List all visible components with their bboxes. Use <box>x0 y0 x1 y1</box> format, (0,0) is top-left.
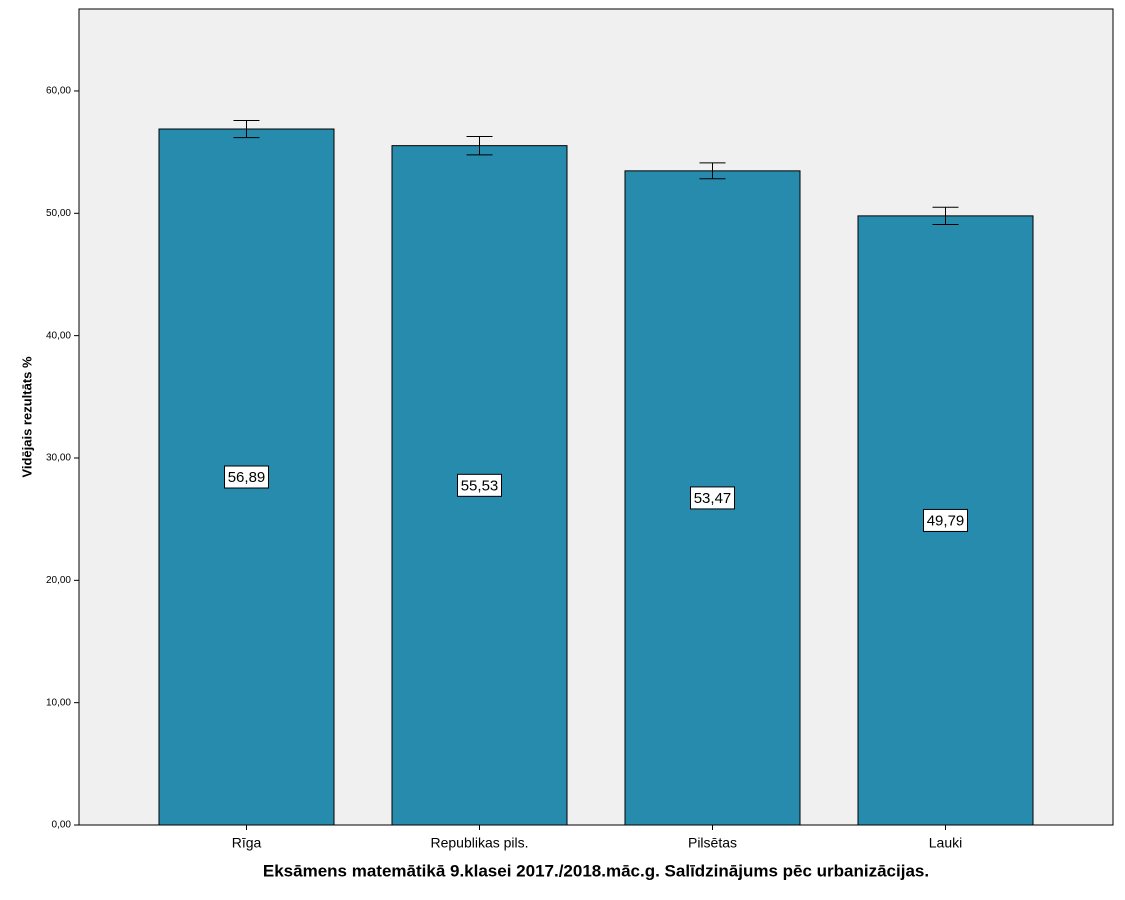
value-label-box <box>224 465 269 489</box>
y-tick-label: 0,00 <box>52 820 72 831</box>
error-bar <box>699 162 726 180</box>
value-label-box <box>690 486 735 510</box>
error-bar <box>932 206 959 225</box>
error-bar <box>233 119 260 139</box>
value-label: 49,79 <box>927 512 965 529</box>
y-tick-label: 50,00 <box>46 208 71 219</box>
x-tick-label: Lauki <box>929 835 962 851</box>
y-tick-label: 10,00 <box>46 697 71 708</box>
x-tick-label: Rīga <box>232 835 262 851</box>
error-bar <box>466 135 493 156</box>
y-tick-label: 30,00 <box>46 453 71 464</box>
chart-title: Eksāmens matemātikā 9.klasei 2017./2018.… <box>263 861 929 880</box>
x-tick-label: Republikas pils. <box>430 835 528 851</box>
value-label-box <box>923 508 968 532</box>
value-label: 56,89 <box>228 469 266 486</box>
y-axis-title: Vidējais rezultāts % <box>19 356 34 478</box>
value-label: 55,53 <box>461 477 499 494</box>
y-tick-label: 40,00 <box>46 330 71 341</box>
y-tick-label: 20,00 <box>46 575 71 586</box>
y-tick-label: 60,00 <box>46 86 71 97</box>
value-label-box <box>457 473 502 497</box>
value-label: 53,47 <box>694 490 732 507</box>
x-tick-label: Pilsētas <box>688 835 737 851</box>
